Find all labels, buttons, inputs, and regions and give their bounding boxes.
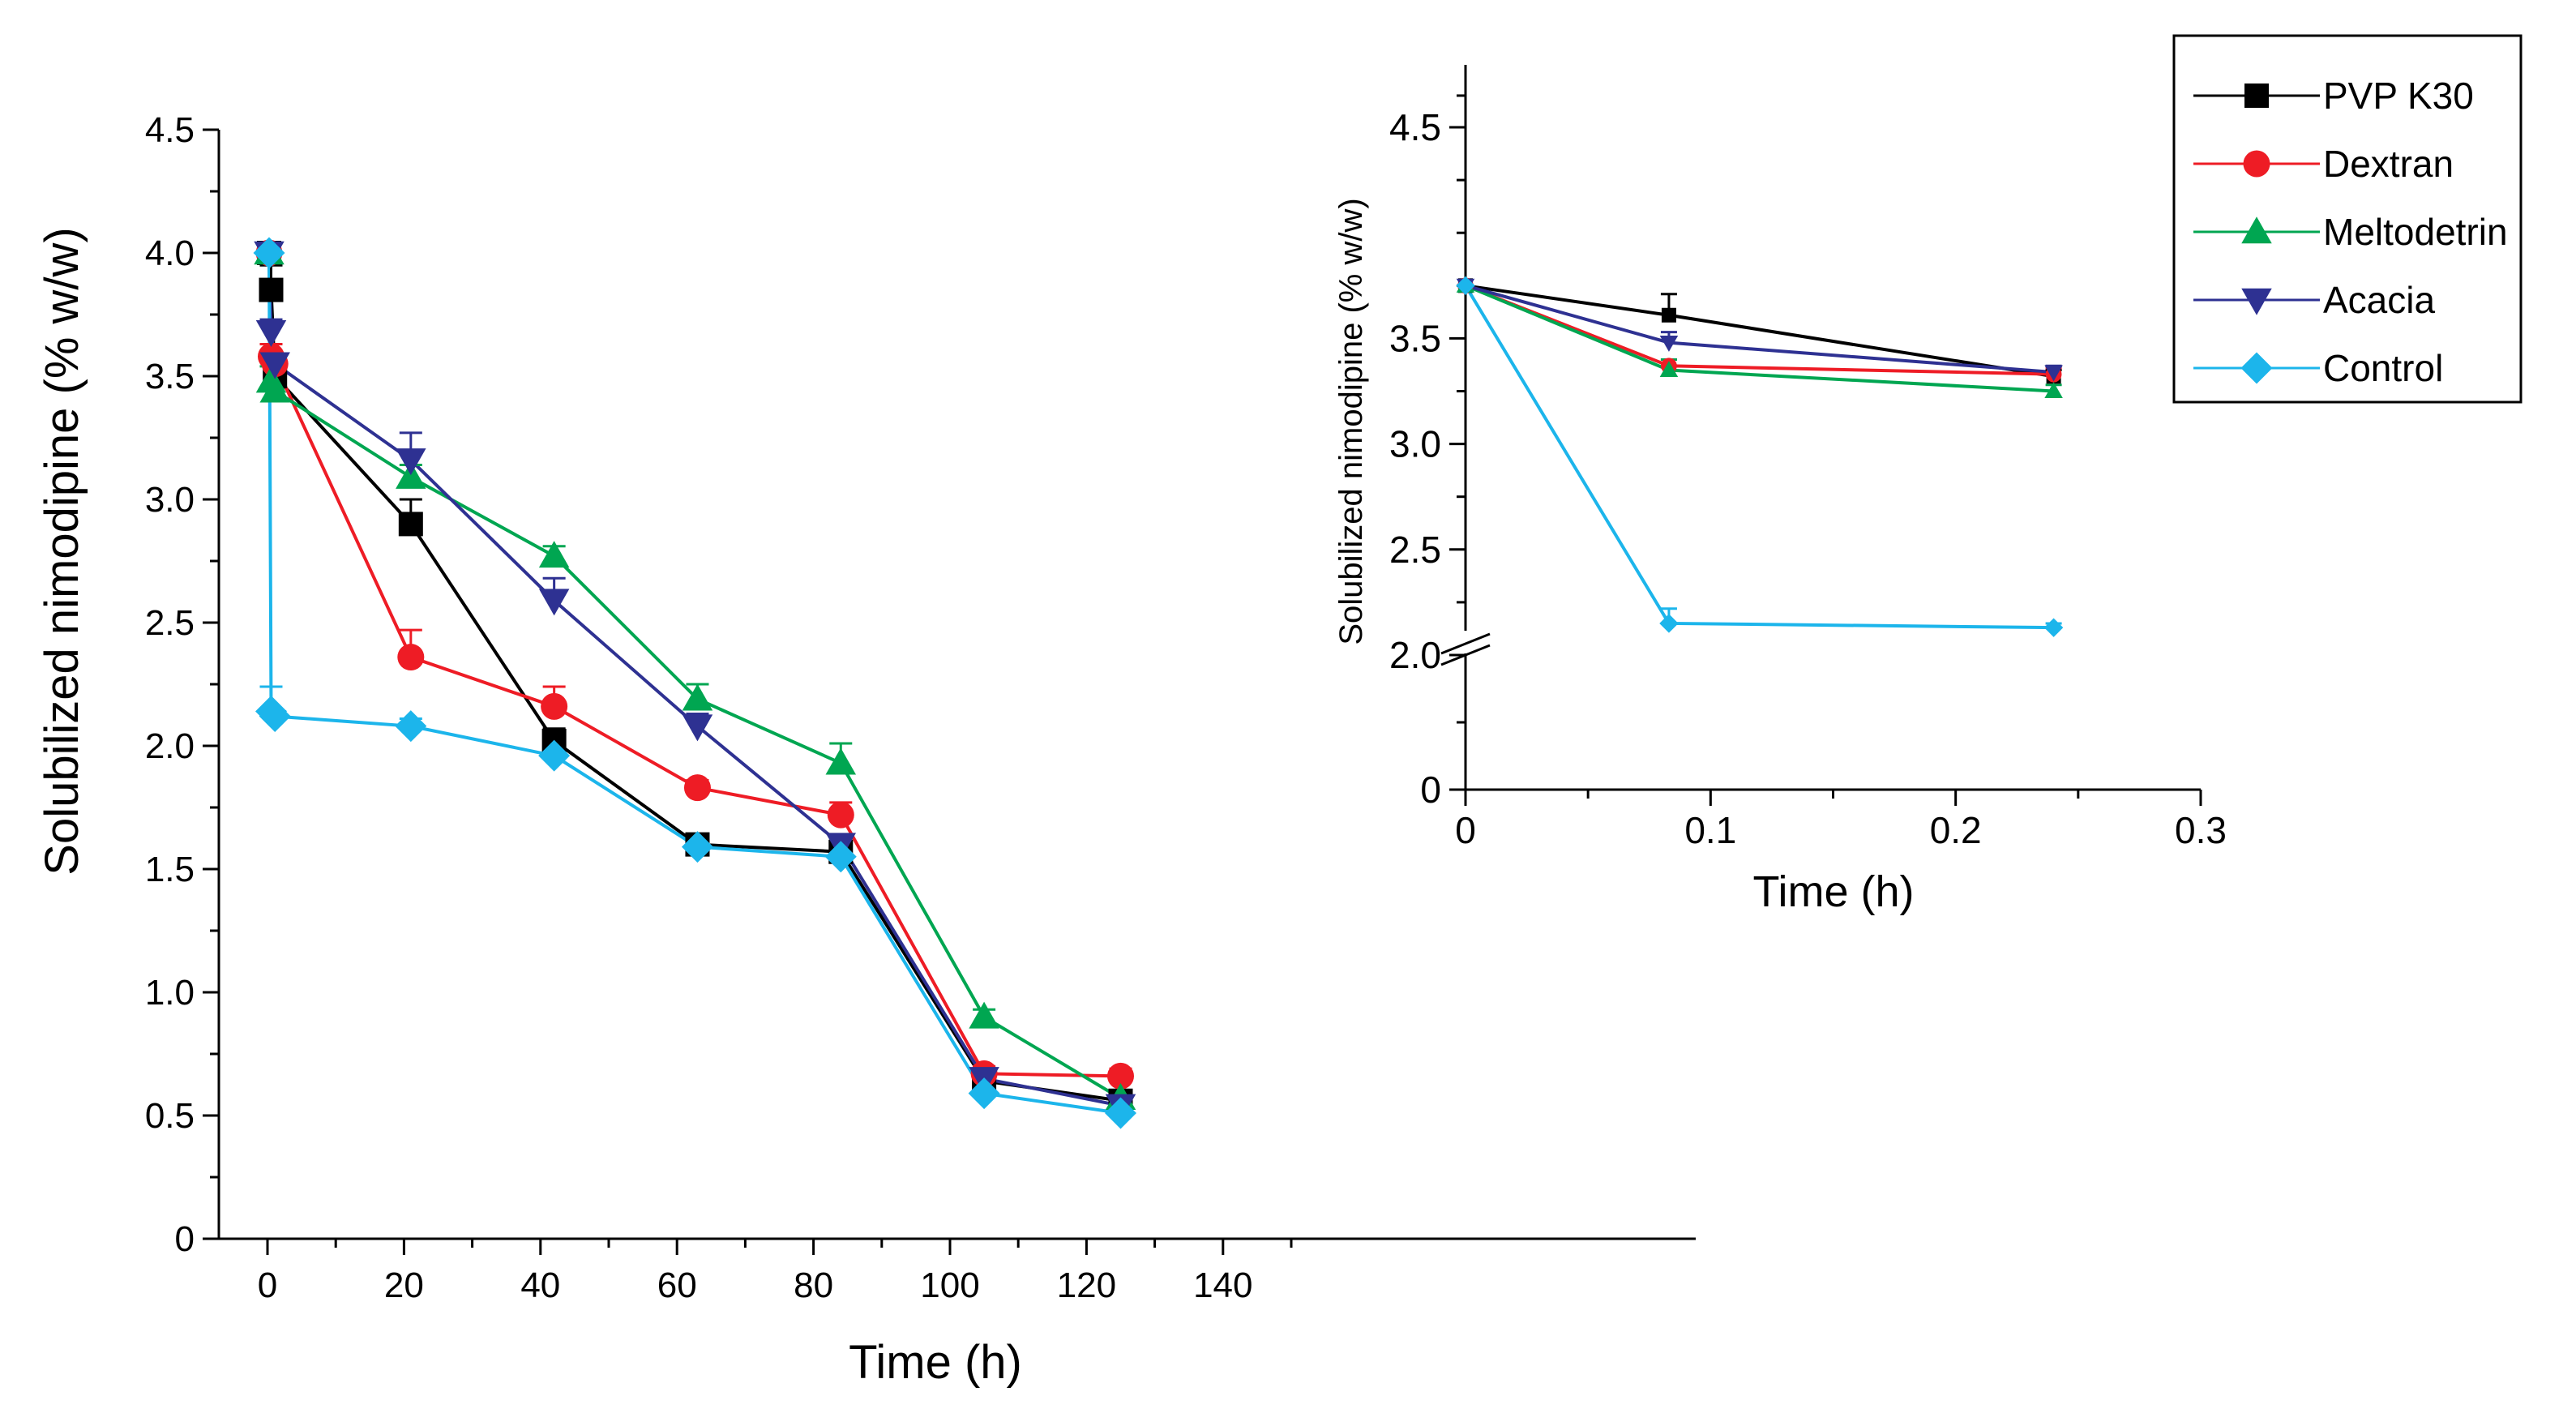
main-x-tick-label: 100 (920, 1266, 979, 1305)
inset-y-tick-label: 2.5 (1389, 529, 1441, 571)
main-point-control (259, 700, 291, 733)
inset-y-tick-label: 2.0 (1389, 634, 1441, 676)
main-point-acacia (396, 448, 426, 476)
main-x-axis-title: Time (h) (849, 1336, 1022, 1389)
main-series-line-dextran (267, 252, 1121, 1078)
main-y-tick-label: 3.5 (145, 357, 195, 396)
inset-x-axis-title: Time (h) (1753, 867, 1915, 916)
main-y-axis-title: Solubilized nimodipine (% w/w) (36, 227, 88, 875)
main-point-pvp-k30 (259, 277, 284, 302)
legend-label-acacia: Acacia (2323, 279, 2435, 321)
main-y-tick-label: 2.0 (145, 726, 195, 766)
inset-point-control (1456, 276, 1475, 295)
inset-series-line-control (1464, 285, 2054, 630)
main-point-dextran (827, 801, 854, 829)
main-point-control (824, 841, 857, 873)
main-point-meltodetrin (538, 541, 570, 568)
legend-marker-meltodetrin (2241, 216, 2272, 244)
legend-marker-pvp-k30 (2244, 84, 2269, 108)
main-point-meltodetrin (682, 683, 713, 711)
inset-point-acacia (2044, 365, 2063, 382)
main-point-dextran (1107, 1062, 1134, 1090)
inset-point-acacia (1659, 336, 1679, 352)
main-point-control (395, 710, 427, 743)
inset-series-line-pvp-k30 (1465, 284, 2054, 379)
main-x-tick-label: 140 (1193, 1266, 1252, 1305)
inset-x-tick-label: 0.3 (2175, 809, 2227, 851)
main-point-acacia (538, 589, 570, 616)
inset-x-tick-label: 0 (1455, 809, 1476, 851)
legend-label-meltodetrin: Meltodetrin (2323, 211, 2508, 253)
inset-point-meltodetrin (2044, 382, 2063, 399)
main-y-tick-label: 2.5 (145, 603, 195, 643)
main-point-control (968, 1077, 1000, 1110)
main-x-tick-label: 20 (384, 1266, 424, 1305)
main-point-control (538, 739, 571, 772)
main-point-meltodetrin (825, 747, 857, 775)
main-y-tick-label: 3.0 (145, 480, 195, 520)
main-x-tick-label: 60 (657, 1266, 697, 1305)
legend-marker-control (2240, 352, 2273, 384)
inset-point-control (1659, 614, 1679, 633)
main-point-dextran (541, 692, 568, 720)
legend-label-pvp-k30: PVP K30 (2323, 75, 2474, 117)
main-series-line-acacia (267, 252, 1121, 1107)
main-point-meltodetrin (259, 375, 290, 403)
inset-x-tick-label: 0.2 (1930, 809, 1982, 851)
main-point-dextran (683, 774, 711, 802)
inset-y-tick-label: 3.0 (1389, 423, 1441, 465)
inset-y-axis-title: Solubilized nimodipine (% w/w) (1333, 198, 1369, 645)
main-y-tick-label: 1.5 (145, 850, 195, 889)
main-point-control (681, 831, 713, 863)
main-point-control (253, 237, 285, 269)
inset-plot: 0 2.0 2.5 3.0 3.5 4.5 0 0.1 0.2 0.3 (1389, 65, 2227, 851)
main-y-tick-label: 4.0 (145, 233, 195, 273)
legend-marker-acacia (2241, 288, 2272, 315)
inset-point-pvp-k30 (1661, 307, 1676, 323)
legend-label-control: Control (2323, 347, 2443, 389)
main-series-line-meltodetrin (267, 252, 1122, 1100)
main-series-line-control (267, 252, 1121, 1115)
main-point-pvp-k30 (398, 512, 423, 537)
main-point-dextran (397, 644, 425, 671)
inset-axis-break-mark (1440, 632, 1491, 655)
inset-point-meltodetrin (1659, 361, 1679, 378)
main-x-tick-label: 80 (794, 1266, 833, 1305)
inset-x-tick-label: 0.1 (1684, 809, 1736, 851)
main-point-meltodetrin (396, 461, 426, 489)
legend-marker-dextran (2243, 150, 2270, 178)
main-point-acacia (682, 714, 713, 742)
inset-y-tick-label: 0 (1420, 769, 1441, 811)
main-y-tick-label: 0.5 (145, 1096, 195, 1136)
main-point-meltodetrin (969, 1001, 999, 1029)
main-y-tick-label: 4.5 (145, 110, 195, 150)
main-x-tick-label: 40 (520, 1266, 560, 1305)
main-x-tick-label: 120 (1057, 1266, 1116, 1305)
main-point-acacia (255, 320, 287, 348)
main-series-line-pvp-k30 (267, 252, 1121, 1103)
legend: PVP K30 Dextran Meltodetrin Acacia Control (2172, 34, 2523, 404)
inset-series-line-meltodetrin (1465, 284, 2054, 393)
main-point-control (1105, 1097, 1136, 1129)
main-y-tick-label: 1.0 (145, 973, 195, 1013)
inset-point-control (2043, 618, 2064, 637)
main-x-tick-label: 0 (258, 1266, 277, 1305)
main-point-acacia (259, 352, 290, 379)
main-plot: 0 0.5 1.0 1.5 2.0 2.5 3.0 3.5 4.0 4.5 0 20 40 60 80 100… (145, 110, 1696, 1305)
legend-label-dextran: Dextran (2323, 143, 2454, 185)
inset-y-tick-label: 3.5 (1389, 317, 1441, 359)
inset-y-tick-label: 4.5 (1389, 106, 1441, 148)
main-y-tick-label: 0 (175, 1219, 195, 1259)
